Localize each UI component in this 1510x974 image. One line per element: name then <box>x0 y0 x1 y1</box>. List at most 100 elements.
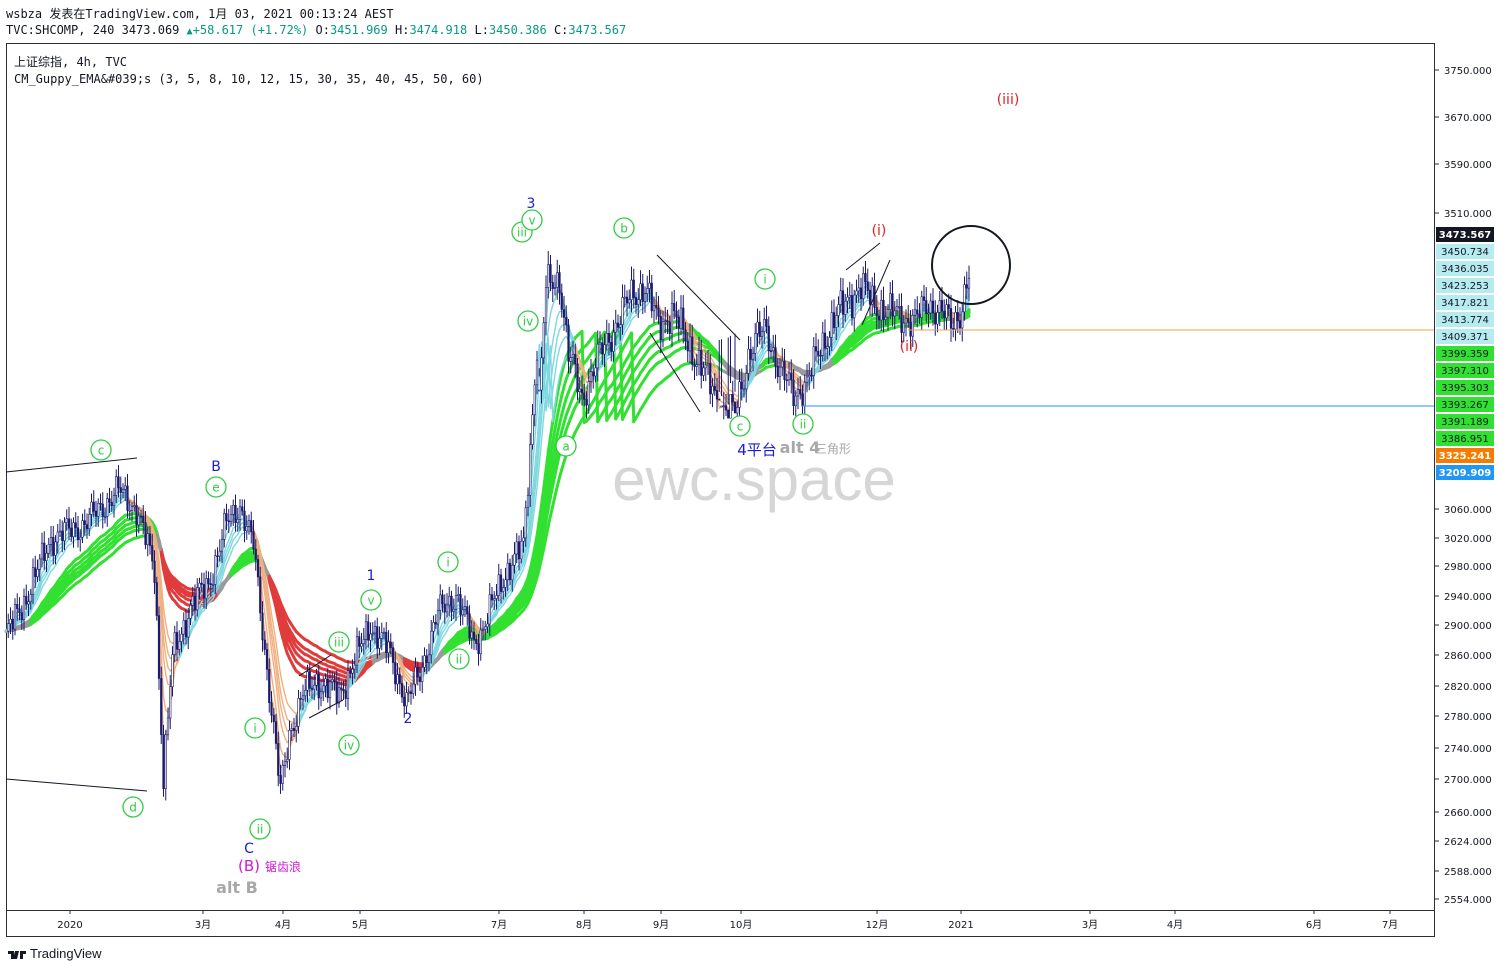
time-tick-label: 5月 <box>352 919 368 931</box>
fast-ema-segment <box>439 621 444 629</box>
slow-ema-segment <box>528 565 534 578</box>
slow-ema-segment <box>558 371 564 385</box>
slow-ema-segment <box>540 486 546 507</box>
time-tick-label: 3月 <box>1082 919 1098 931</box>
slow-ema-segment <box>555 403 561 418</box>
fast-ema-segment <box>165 640 169 654</box>
slow-ema-segment <box>528 557 534 571</box>
price-tick-label: 3750.000 <box>1444 66 1492 77</box>
slow-ema-segment <box>542 536 548 551</box>
slow-ema-segment <box>544 507 550 524</box>
fast-ema-segment <box>165 655 169 669</box>
fast-ema-segment <box>552 351 556 368</box>
slow-ema-segment <box>535 519 541 538</box>
time-tick-label: 2021 <box>948 920 973 931</box>
slow-ema-segment <box>546 454 552 472</box>
time-axis: 2020 3月 4月 5月 7月 8月 9月 10月 12月 2021 3月 4月 6月 7月 <box>57 910 1398 931</box>
slow-ema-segment <box>546 514 552 528</box>
price-tick-label: 2624.000 <box>1444 837 1492 848</box>
price-tick-label: 3060.000 <box>1444 505 1492 516</box>
time-tick-label: 12月 <box>866 919 889 931</box>
price-tick-label: 2660.000 <box>1444 808 1492 819</box>
slow-ema-segment <box>540 523 546 540</box>
slow-ema-segment <box>549 440 555 458</box>
fast-ema-segment <box>556 310 561 318</box>
slow-ema-segment <box>549 420 555 438</box>
fast-ema-segment <box>279 720 284 732</box>
fast-ema-segment <box>552 373 556 391</box>
slow-ema-segment <box>540 501 546 520</box>
time-tick-label: 9月 <box>653 919 669 931</box>
slow-ema-segment <box>540 513 546 531</box>
slow-ema-segment <box>549 471 555 487</box>
slow-ema-segment <box>555 452 561 466</box>
time-tick-label: 4月 <box>275 919 291 931</box>
slow-ema-segment <box>553 448 559 464</box>
slow-ema-segment <box>279 627 285 640</box>
fast-ema-segment <box>237 536 241 542</box>
slow-ema-segment <box>553 484 559 498</box>
slow-ema-segment <box>551 473 557 488</box>
slow-ema-segment <box>164 578 170 591</box>
fast-ema-segment <box>282 684 286 696</box>
time-tick-label: 4月 <box>1167 919 1183 931</box>
fast-ema-segment <box>282 730 286 739</box>
slow-ema-segment <box>540 532 546 548</box>
fast-ema-segment <box>552 328 556 343</box>
slow-ema-segment <box>549 457 555 474</box>
slow-ema-segment <box>549 504 555 518</box>
slow-ema-segment <box>544 450 550 472</box>
slow-ema-segment <box>549 484 555 499</box>
slow-ema-segment <box>537 516 543 534</box>
fast-ema-segment <box>279 747 284 755</box>
time-tick-label: 6月 <box>1306 919 1322 931</box>
time-tick-label: 3月 <box>195 919 211 931</box>
price-tick-label: 3670.000 <box>1444 113 1492 124</box>
slow-ema-segment <box>558 413 564 426</box>
slow-ema-segment <box>553 433 559 449</box>
fast-ema-segment <box>558 341 563 350</box>
fast-ema-segment <box>282 702 286 713</box>
slow-ema-segment <box>965 314 971 320</box>
price-tick-label: 2980.000 <box>1444 562 1492 573</box>
fast-ema-segment <box>556 328 561 339</box>
slow-ema-segment <box>544 468 550 488</box>
fast-ema-segment <box>225 539 230 547</box>
fast-ema-segment <box>284 711 288 720</box>
slow-ema-segment <box>560 363 566 375</box>
price-tick-label: 3590.000 <box>1444 160 1492 171</box>
slow-ema-segment <box>540 547 546 561</box>
slow-ema-segment <box>551 460 557 475</box>
fast-ema-segment <box>284 694 288 704</box>
price-tick-label: 2588.000 <box>1444 867 1492 878</box>
slow-ema-segment <box>551 427 557 444</box>
fast-ema-segment <box>230 546 234 555</box>
slow-ema-segment <box>630 331 636 424</box>
slow-ema-segment <box>965 312 971 317</box>
fast-ema-segment <box>282 715 286 726</box>
slow-ema-segment <box>546 483 552 500</box>
price-tick-label: 3510.000 <box>1444 209 1492 220</box>
price-tick-label: 2554.000 <box>1444 895 1492 906</box>
time-tick-label: 7月 <box>1382 919 1398 931</box>
price-tick-label: 3020.000 <box>1444 534 1492 545</box>
price-tick-label: 2900.000 <box>1444 621 1492 632</box>
fast-ema-segment <box>554 357 558 375</box>
slow-ema-segment <box>542 468 548 490</box>
fast-ema-segment <box>554 337 558 353</box>
time-tick-label: 2020 <box>57 920 82 931</box>
slow-ema-segment <box>535 530 541 548</box>
slow-ema-segment <box>537 503 543 523</box>
slow-ema-segment <box>535 555 541 570</box>
slow-ema-segment <box>544 524 550 540</box>
fast-ema-segment <box>48 570 52 577</box>
fast-ema-segment <box>446 625 450 632</box>
slow-ema-segment <box>531 555 537 569</box>
slow-ema-segment <box>542 510 548 527</box>
fast-ema-segment <box>162 656 167 676</box>
fast-ema-segment <box>554 316 558 331</box>
time-tick-label: 7月 <box>491 919 507 931</box>
slow-ema-segment <box>553 414 559 431</box>
slow-ema-segment <box>546 470 552 487</box>
